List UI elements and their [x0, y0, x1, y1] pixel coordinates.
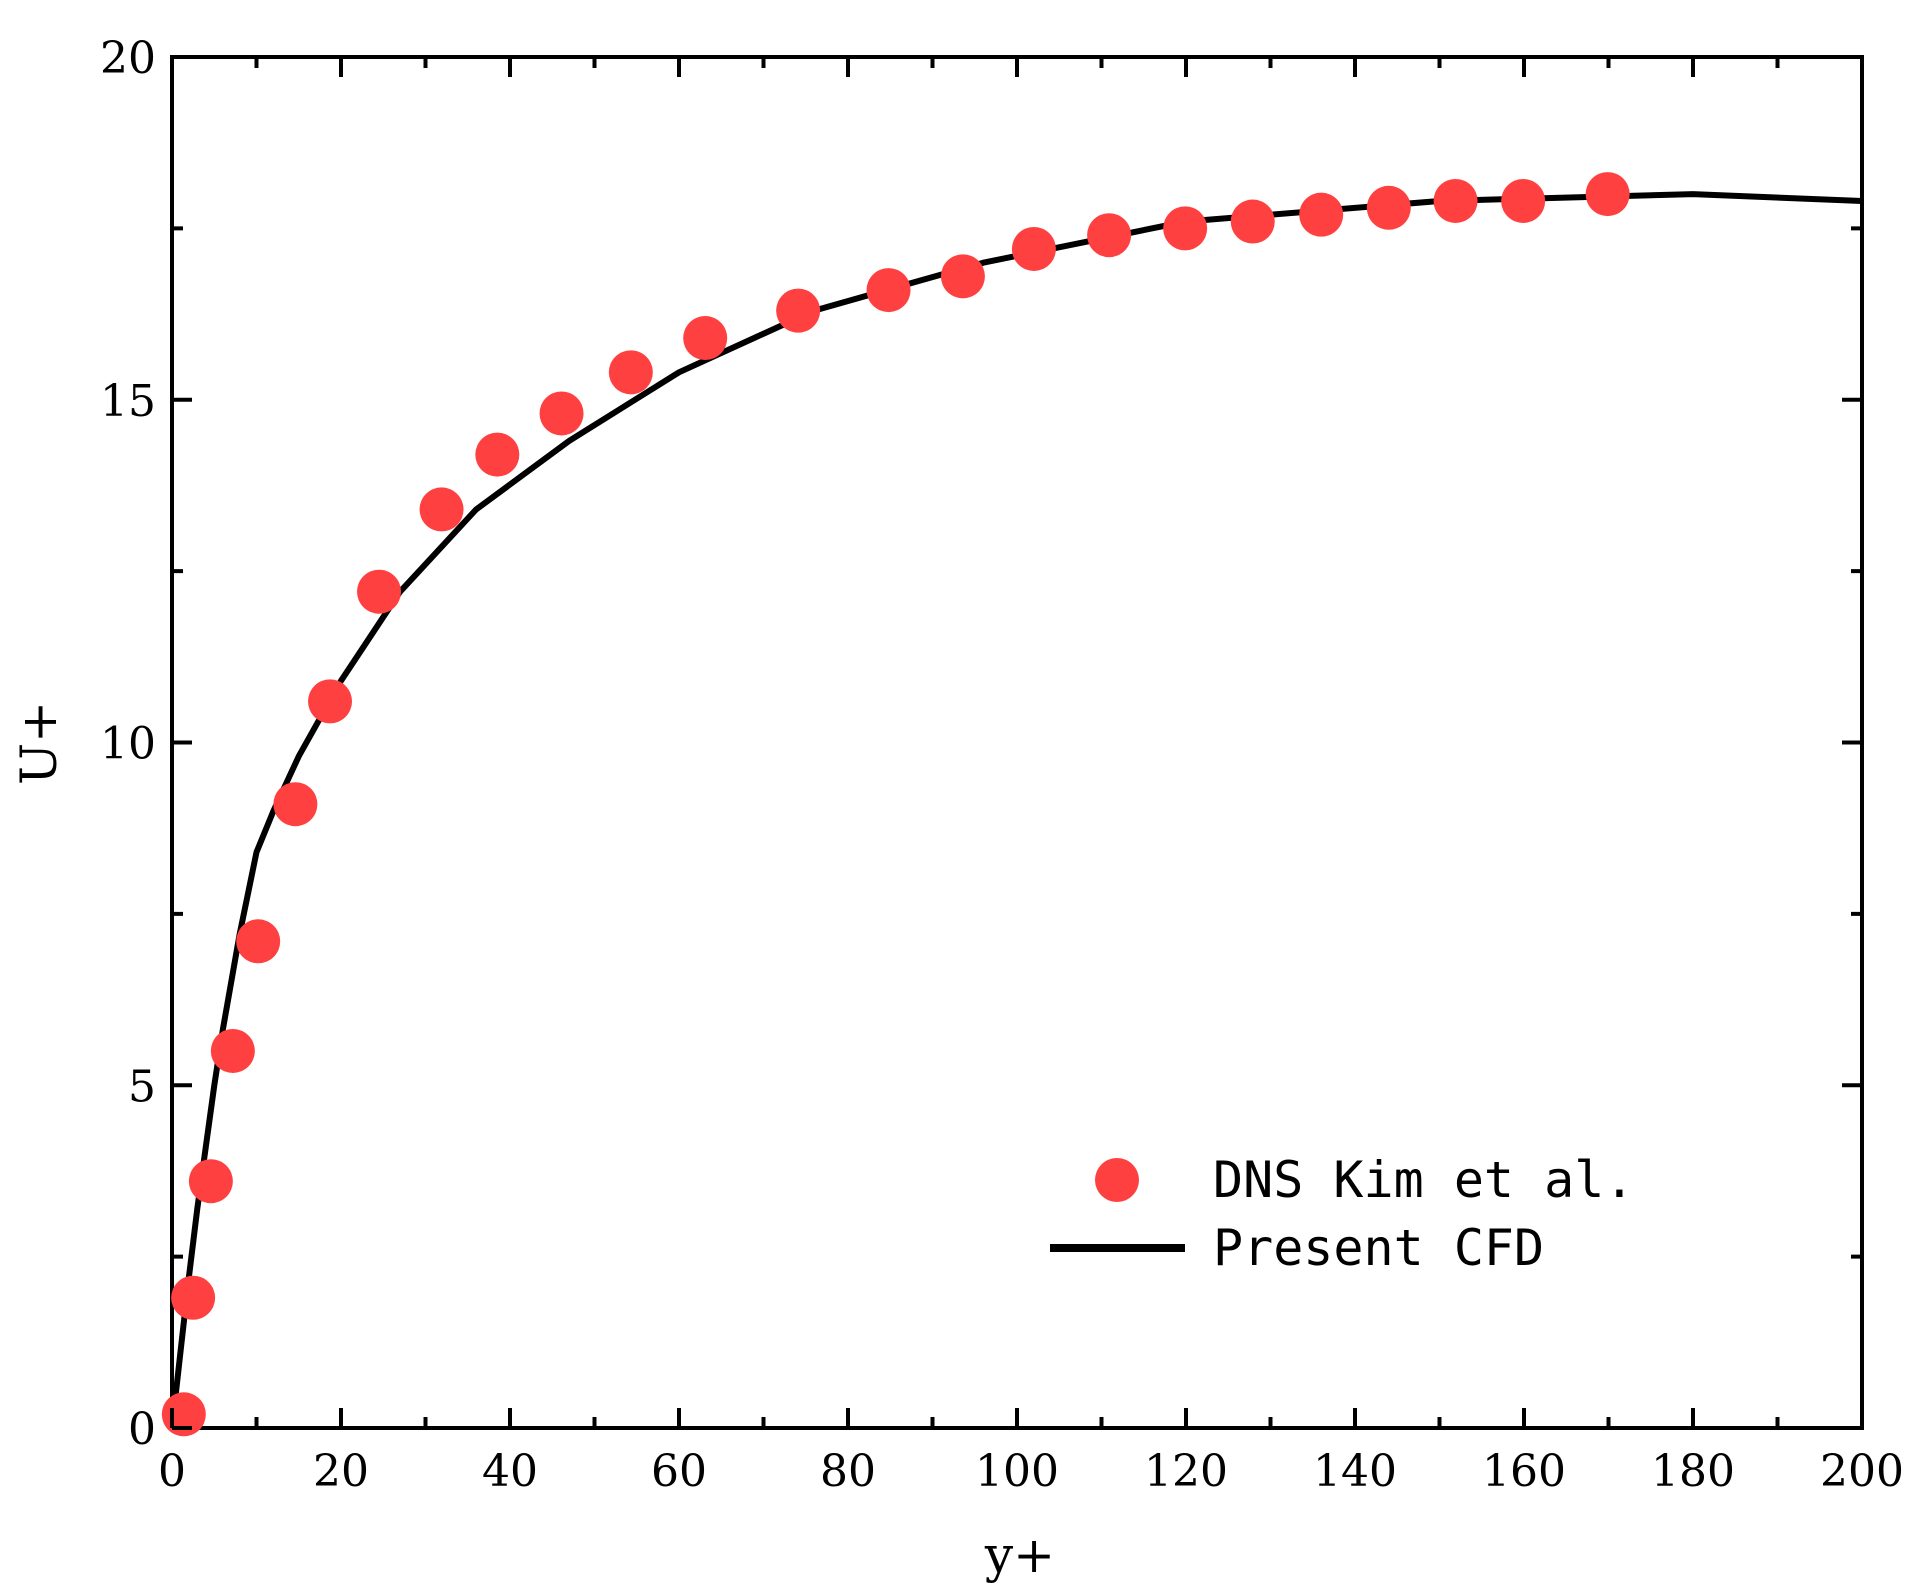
data-point-dns: [210, 1028, 255, 1073]
y-tick-label: 20: [100, 33, 156, 84]
plot-area: [161, 55, 1864, 1437]
data-point-dns: [776, 288, 821, 333]
data-point-dns: [1230, 199, 1275, 244]
legend-marker-dns: [1095, 1158, 1139, 1202]
data-point-dns: [188, 1159, 233, 1204]
axis-ticks: [170, 55, 1864, 1430]
data-point-dns: [608, 350, 653, 395]
data-point-dns: [273, 782, 318, 827]
x-tick-label: 120: [1144, 1446, 1228, 1497]
x-tick-label: 20: [313, 1446, 369, 1497]
legend-label-dns: DNS Kim et al.: [1213, 1151, 1634, 1209]
x-tick-label: 0: [158, 1446, 186, 1497]
data-point-dns: [1299, 192, 1344, 237]
x-tick-label: 40: [482, 1446, 538, 1497]
x-tick-label: 80: [820, 1446, 876, 1497]
tick-labels: 0 20 40 60 80 100 120 140 160 180 200 0 5 10 15 20: [100, 33, 1904, 1497]
data-point-dns: [308, 679, 353, 724]
data-point-dns: [357, 569, 402, 614]
x-tick-label: 140: [1313, 1446, 1397, 1497]
data-point-dns: [1585, 172, 1630, 217]
y-tick-label: 10: [100, 719, 156, 770]
data-point-dns: [866, 268, 911, 313]
y-tick-label: 0: [128, 1404, 156, 1455]
data-point-dns: [539, 391, 584, 436]
data-point-dns: [683, 316, 728, 361]
data-point-dns: [1011, 226, 1056, 271]
legend-label-cfd: Present CFD: [1213, 1219, 1544, 1277]
data-point-dns: [1433, 178, 1478, 223]
x-tick-label: 200: [1820, 1446, 1904, 1497]
series-line-present-cfd: [169, 191, 1863, 1429]
legend: DNS Kim et al. Present CFD: [1050, 1151, 1634, 1277]
data-point-dns: [1501, 178, 1546, 223]
data-point-dns: [1087, 213, 1132, 258]
x-tick-label: 100: [975, 1446, 1059, 1497]
x-axis-title: y+: [984, 1526, 1055, 1584]
data-point-dns: [1366, 185, 1411, 230]
data-point-dns: [419, 487, 464, 532]
data-point-dns: [236, 919, 281, 964]
x-tick-label: 160: [1482, 1446, 1566, 1497]
y-tick-label: 15: [100, 376, 156, 427]
y-axis-title: U+: [10, 701, 68, 785]
data-point-dns: [171, 1275, 216, 1320]
data-point-dns: [940, 254, 985, 299]
data-point-dns: [1163, 206, 1208, 251]
y-tick-label: 5: [128, 1061, 156, 1112]
x-tick-label: 180: [1651, 1446, 1735, 1497]
x-tick-label: 60: [651, 1446, 707, 1497]
data-point-dns: [475, 432, 520, 477]
